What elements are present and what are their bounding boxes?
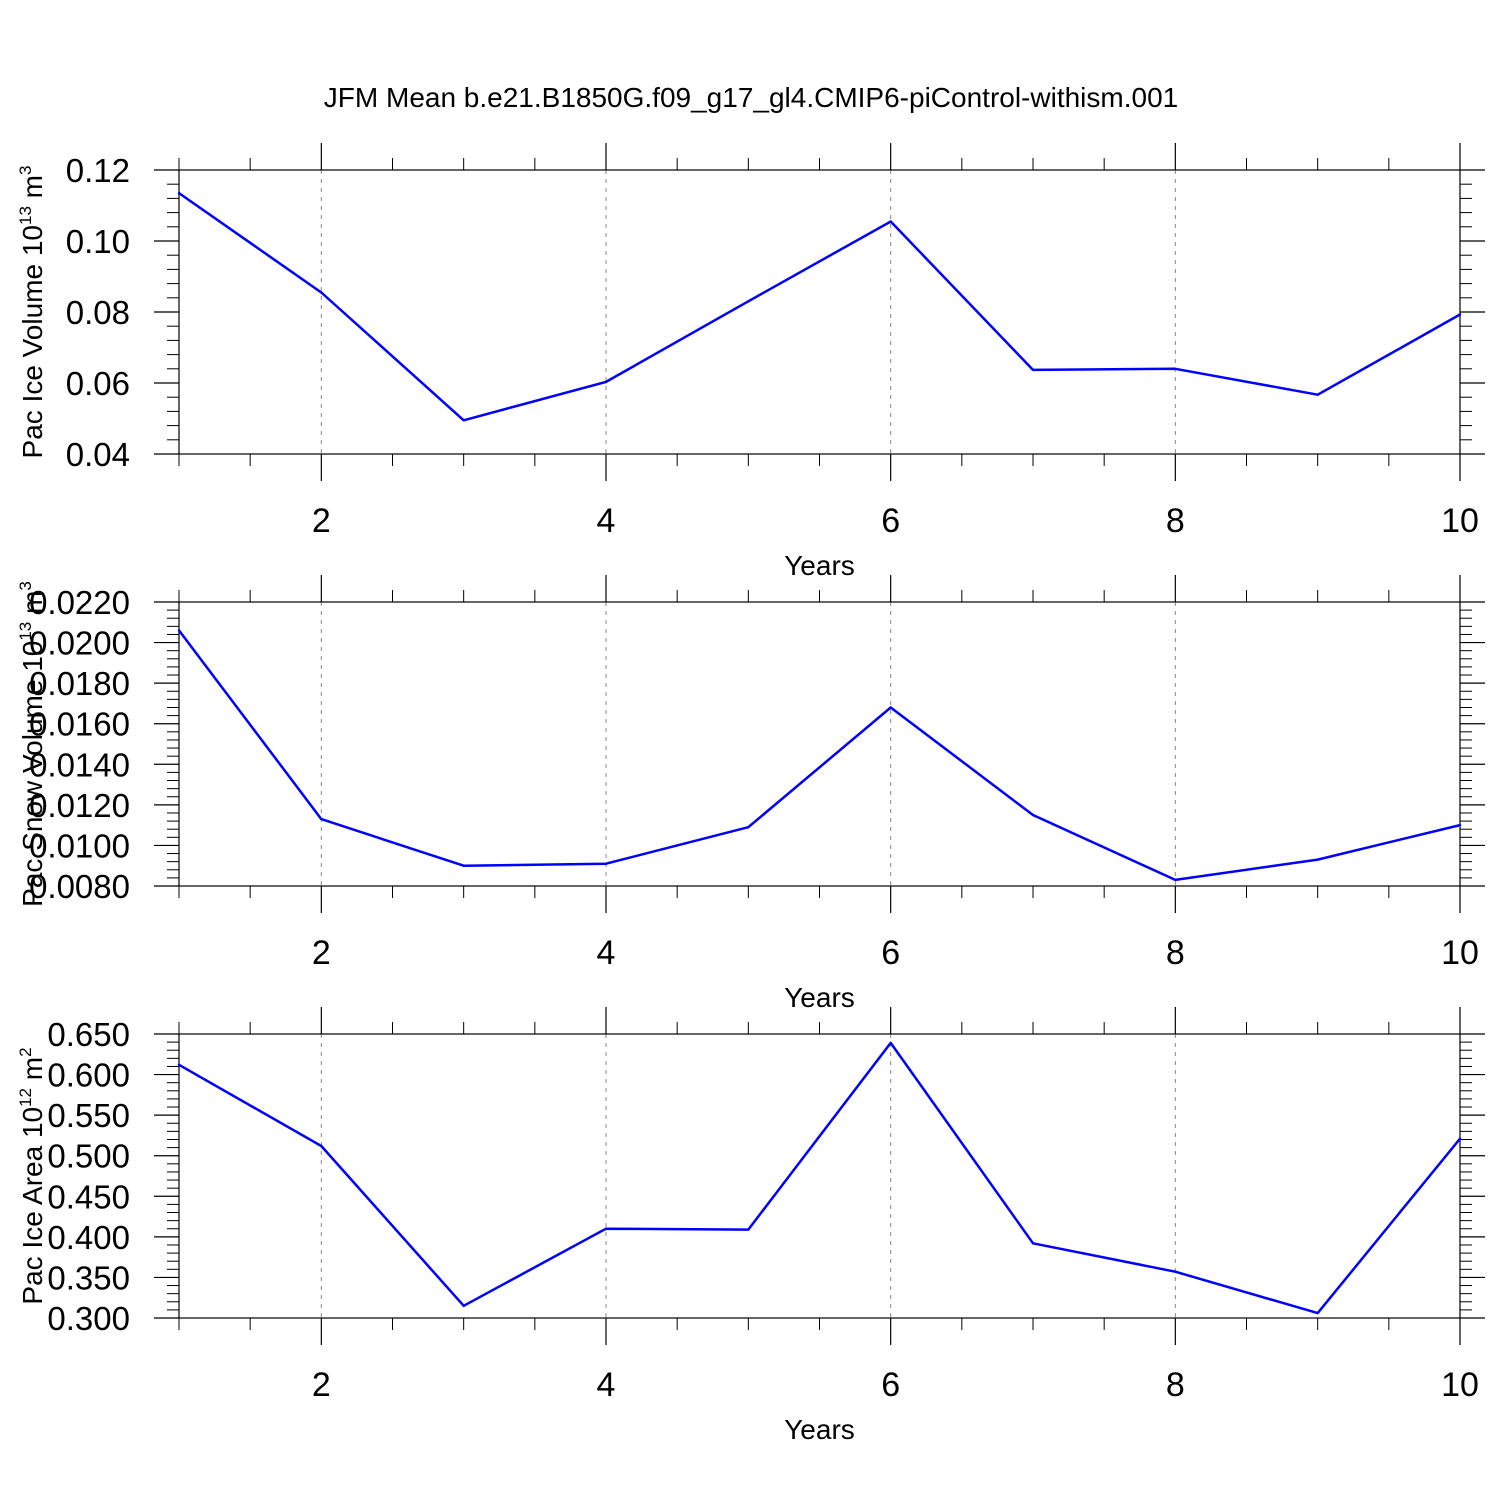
data-series-line [178,1041,1461,1315]
data-point [462,864,465,867]
data-point [462,1304,465,1308]
data-point [320,1144,323,1148]
x-tick-label: 2 [312,1366,331,1404]
y-axis-label-unit: m [17,591,48,622]
y-tick-label: 0.06 [66,365,130,402]
x-tick-label: 10 [1441,934,1479,972]
y-axis-label-text: Pac Ice Volume 10 [17,225,48,458]
y-axis-label-exponent: 13 [16,622,35,641]
x-tick-label: 6 [881,502,900,540]
y-tick-label: 0.08 [66,294,130,331]
x-tick-label: 2 [312,934,331,972]
x-axis-label: Years [784,982,855,1013]
data-point [177,629,181,632]
y-tick-label: 0.0200 [29,625,130,662]
x-tick-label: 2 [312,502,331,540]
y-tick-label: 0.0140 [29,746,130,783]
data-point [1031,368,1035,372]
y-axis-label-unit-exponent: 3 [16,166,35,175]
y-tick-label: 0.650 [47,1016,130,1053]
y-tick-label: 0.0120 [29,787,130,824]
y-tick-label: 0.0180 [29,665,130,702]
y-axis-label-exponent: 12 [16,1088,35,1107]
data-point [889,706,892,709]
chart-panel-1: 2 4 6 8 10 0.04 0.06 0.08 0.10 0.12 Years Pac Ice V… [16,143,1485,581]
plot-frame [178,601,1461,887]
data-point [462,419,465,422]
x-tick-label: 10 [1441,502,1479,540]
y-axis-label: Pac Ice Area 1012 m2 [16,1047,48,1304]
x-tick-label: 6 [881,934,900,972]
y-axis-label-unit: m [17,1057,48,1088]
y-tick-label: 0.10 [66,223,130,260]
data-series-line [178,192,1461,422]
data-point [747,1228,750,1231]
x-tick-label: 8 [1166,1366,1185,1404]
y-tick-label: 0.0220 [29,584,130,621]
x-tick-label: 4 [597,1366,616,1404]
data-point [747,300,750,303]
data-point [889,220,892,223]
y-axis-label: Pac Ice Volume 1013 m3 [16,166,48,459]
x-axis-label: Years [784,550,855,581]
y-axis-label-unit-exponent: 2 [16,1047,35,1056]
x-tick-label: 6 [881,1366,900,1404]
data-point [320,817,323,821]
data-point [604,862,608,865]
data-point [1031,813,1035,817]
y-axis-label-text: Pac Snow Volume 10 [17,641,48,907]
x-tick-label: 10 [1441,1366,1479,1404]
y-tick-label: 0.550 [47,1097,130,1134]
x-tick-label: 8 [1166,502,1185,540]
y-tick-label: 0.500 [47,1138,130,1175]
data-point [1458,823,1462,827]
x-tick-label: 4 [597,502,616,540]
figure-title: JFM Mean b.e21.B1850G.f09_g17_gl4.CMIP6-… [324,82,1178,113]
data-point [604,380,608,384]
y-tick-label: 0.12 [66,152,130,189]
data-point [1316,393,1319,396]
y-axis-label-text: Pac Ice Area 10 [17,1107,48,1305]
y-axis-label: Pac Snow Volume 1013 m3 [16,581,48,907]
y-tick-label: 0.450 [47,1178,130,1215]
data-point [604,1227,608,1230]
y-axis-label-unit: m [17,175,48,206]
y-tick-label: 0.300 [47,1300,130,1337]
data-point [1174,367,1177,370]
data-point [177,1063,181,1067]
data-point [1458,1137,1462,1140]
plot-frame [178,1033,1461,1319]
y-tick-label: 0.0100 [29,827,130,864]
y-tick-label: 0.04 [66,436,130,473]
data-point [320,291,323,294]
x-tick-label: 8 [1166,934,1185,972]
y-axis-label-unit-exponent: 3 [16,581,35,590]
data-point [1316,858,1319,861]
panels: 2 4 6 8 10 0.04 0.06 0.08 0.10 0.12 Years Pac Ice V… [16,143,1485,1445]
data-point [1316,1311,1319,1315]
data-point [1031,1242,1035,1245]
data-point [1458,313,1462,316]
y-tick-label: 0.400 [47,1219,130,1256]
y-tick-label: 0.600 [47,1057,130,1094]
y-tick-label: 0.350 [47,1259,130,1296]
y-tick-label: 0.0160 [29,706,130,743]
y-axis-label-exponent: 13 [16,206,35,225]
plot-frame [178,169,1461,455]
data-point [177,191,181,195]
data-series-line [178,629,1461,882]
data-point [1174,1270,1177,1273]
x-axis-label: Years [784,1414,855,1445]
x-tick-label: 4 [597,934,616,972]
data-point [1174,878,1177,882]
data-point [889,1041,892,1045]
y-tick-label: 0.0080 [29,868,130,905]
data-point [747,825,750,829]
